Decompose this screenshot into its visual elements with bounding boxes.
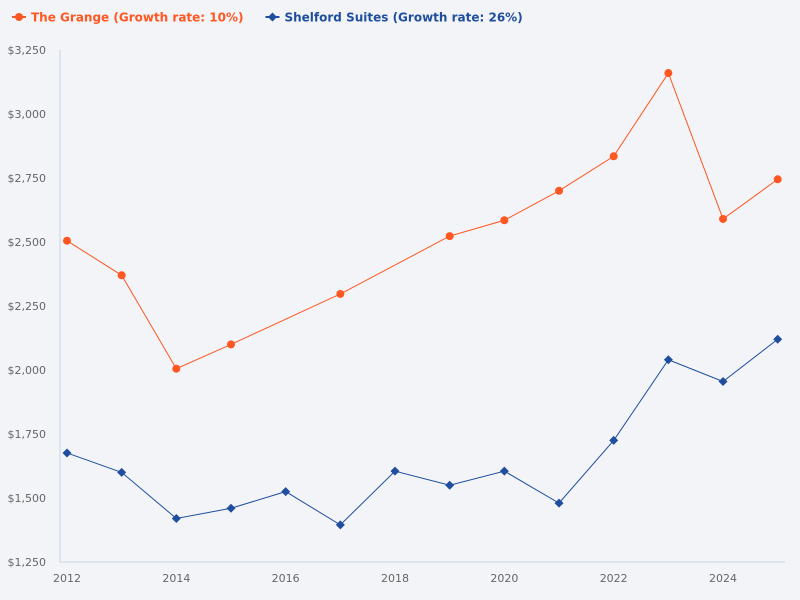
series-0-point [117,271,126,280]
x-axis-ticks: 2012 2014 2016 2018 2020 2022 2024 [53,572,737,585]
series-1-point [62,448,72,458]
x-tick-label: 2014 [162,572,190,585]
series-1-point [609,435,619,445]
legend-label: The Grange (Growth rate: 10%) [31,11,243,25]
series-1 [62,334,783,530]
series-1-line [66,338,779,526]
series-group [62,69,783,530]
series-0-point [773,175,782,184]
series-1-point [773,334,783,344]
series-1-point [554,498,564,508]
series-0-line [66,71,778,370]
x-tick-label: 2020 [490,572,518,585]
series-0-point [336,289,345,298]
y-tick-label: $1,250 [8,556,47,569]
series-1-point [718,377,728,387]
series-1-point [281,487,291,497]
series-0 [63,69,782,373]
legend-label: Shelford Suites (Growth rate: 26%) [284,11,522,25]
series-0-point [63,236,71,245]
y-tick-label: $2,750 [8,172,47,185]
x-tick-label: 2022 [600,572,628,585]
series-1-point [335,520,345,530]
y-tick-label: $3,000 [8,108,47,121]
series-0-point [227,340,236,349]
legend: The Grange (Growth rate: 10%) Shelford Su… [12,11,523,25]
series-1-point [390,466,400,476]
x-tick-label: 2024 [709,572,737,585]
y-tick-label: $2,000 [8,364,47,377]
series-0-point [555,186,564,195]
y-tick-label: $1,750 [8,428,47,441]
legend-item-0[interactable]: The Grange (Growth rate: 10%) [12,11,243,25]
series-0-point [664,69,673,78]
y-tick-label: $3,250 [8,44,47,57]
y-axis-ticks: $1,250 $1,500 $1,750 $2,000 $2,250 $2,500 $2,7… [8,44,47,569]
y-tick-label: $2,250 [8,300,47,313]
series-1-point [663,355,673,365]
y-tick-label: $2,500 [8,236,47,249]
series-1-point [171,513,181,523]
diamond-marker-icon [267,12,277,22]
x-tick-label: 2016 [272,572,300,585]
series-0-point [719,214,728,223]
series-0-point [172,364,181,373]
series-1-point [499,466,509,476]
series-1-point [226,503,236,513]
series-0-point [445,232,454,241]
legend-item-1[interactable]: Shelford Suites (Growth rate: 26%) [265,11,523,25]
circle-marker-icon [15,13,23,21]
series-1-point [445,480,455,490]
x-tick-label: 2012 [53,572,81,585]
series-0-point [500,216,509,225]
y-tick-label: $1,500 [8,492,47,505]
series-1-point [117,467,127,477]
series-0-point [609,152,618,161]
x-tick-label: 2018 [381,572,409,585]
